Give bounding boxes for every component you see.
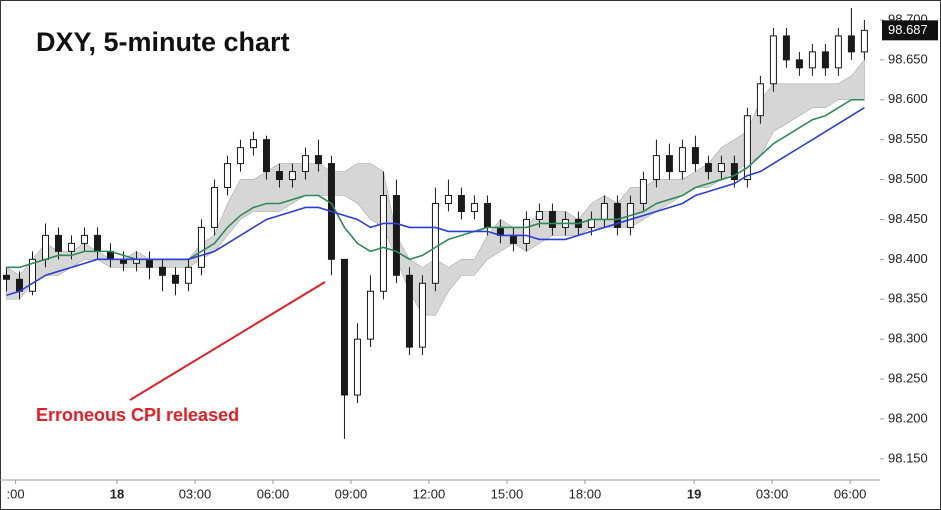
candle-body [769,35,777,85]
candle-body [652,155,660,181]
moving-average [6,107,865,297]
x-tick-label: 18:00 [569,486,602,501]
candle-body [353,338,361,396]
y-tick-label: 98.650 [888,51,928,66]
chart-title: DXY, 5-minute chart [36,27,290,57]
candle-body [704,163,712,173]
candle-body [483,202,491,228]
candle-body [158,266,166,276]
y-tick-label: 98.150 [888,450,928,465]
candle-body [80,234,88,244]
candle-body [613,202,621,228]
candle-body [847,35,855,53]
candle-body [717,163,725,173]
plot [2,7,868,439]
candle-body [522,218,530,244]
last-price-box [882,20,938,41]
candle-body [275,171,283,181]
candle-body [600,202,608,220]
candle-body [379,195,387,292]
y-tick-label: 98.500 [888,171,928,186]
candle-body [288,171,296,181]
y-tick-label: 98.300 [888,331,928,346]
candle-body [457,195,465,212]
y-tick-label: 98.450 [888,211,928,226]
candle-body [730,163,738,181]
candle-body [548,210,556,228]
x-tick-label: 06:00 [834,486,867,501]
candle-body [444,195,452,204]
candle-body [28,258,36,292]
candle-body [418,282,426,348]
candle-body [782,35,790,61]
candle-body [210,187,218,228]
candle-body [314,155,322,165]
candle-body [2,274,10,280]
last-price-label: 98.687 [888,22,928,37]
x-tick-label: 03:00 [756,486,789,501]
candle-body [808,51,816,69]
y-tick-label: 98.400 [888,251,928,266]
candle-body [743,115,751,181]
candle-body [639,179,647,204]
annotation: Erroneous CPI released [36,405,239,425]
candle-body [301,155,309,173]
x-tick-label: 15:00 [491,486,524,501]
candle-body [678,147,686,173]
candle-body [145,258,153,268]
y-tick-label: 98.600 [888,91,928,106]
y-tick-label: 98.350 [888,291,928,306]
x-tick-label: 06:00 [257,486,290,501]
candle-body [691,147,699,165]
candle-body [262,139,270,173]
candle-body [470,202,478,212]
candle-body [41,234,49,260]
candle-body [405,274,413,348]
candle-body [821,51,829,69]
candle-body [366,290,374,340]
candle-body [54,234,62,252]
candle-body [249,139,257,149]
x-tick-label: 09:00 [335,486,368,501]
candle-body [223,163,231,189]
y-tick-label: 98.250 [888,370,928,385]
candle-body [197,226,205,268]
y-tick-label: 98.550 [888,131,928,146]
candle-body [834,35,842,69]
x-tick-label: 18 [110,486,124,501]
candle-body [665,155,673,173]
candle-body [860,29,868,53]
x-tick-label: 19 [687,486,701,501]
candle-body [184,266,192,284]
annotation-arrow [129,281,326,401]
candle-body [67,242,75,252]
candle-body [431,202,439,284]
candle-body [392,195,400,276]
candle-body [171,274,179,284]
candle-body [756,83,764,117]
x-tick-label: 03:00 [179,486,212,501]
candle-body [340,258,348,396]
candle-body [236,147,244,165]
candle-body [795,59,803,69]
x-tick-label: :00 [7,486,25,501]
candle-body [93,234,101,252]
candle-body [535,210,543,220]
x-tick-label: 12:00 [413,486,446,501]
candle-body [509,234,517,244]
y-tick-label: 98.200 [888,410,928,425]
